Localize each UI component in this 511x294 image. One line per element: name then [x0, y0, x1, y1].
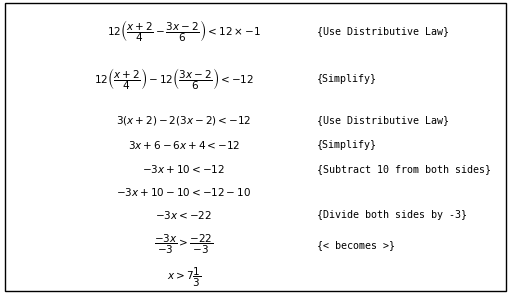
- Text: $-3x+10<-12$: $-3x+10<-12$: [143, 163, 225, 175]
- Text: $3(x+2)-2(3x-2)<-12$: $3(x+2)-2(3x-2)<-12$: [117, 114, 251, 127]
- Text: $3x+6-6x+4<-12$: $3x+6-6x+4<-12$: [128, 139, 240, 151]
- Text: $x>7\dfrac{1}{3}$: $x>7\dfrac{1}{3}$: [167, 265, 201, 289]
- Text: $12\left(\dfrac{x+2}{4}-\dfrac{3x-2}{6}\right)<12\times{-1}$: $12\left(\dfrac{x+2}{4}-\dfrac{3x-2}{6}\…: [107, 18, 261, 44]
- Text: $\dfrac{-3x}{-3}>\dfrac{-22}{-3}$: $\dfrac{-3x}{-3}>\dfrac{-22}{-3}$: [154, 233, 214, 256]
- Text: {Use Distributive Law}: {Use Distributive Law}: [317, 26, 449, 36]
- Text: {Simplify}: {Simplify}: [317, 74, 377, 84]
- Text: {Use Distributive Law}: {Use Distributive Law}: [317, 116, 449, 126]
- Text: {Simplify}: {Simplify}: [317, 140, 377, 150]
- Text: {Divide both sides by -3}: {Divide both sides by -3}: [317, 210, 467, 220]
- Text: {Subtract 10 from both sides}: {Subtract 10 from both sides}: [317, 164, 491, 174]
- Text: {< becomes >}: {< becomes >}: [317, 240, 395, 250]
- Text: $12\left(\dfrac{x+2}{4}\right)-12\left(\dfrac{3x-2}{6}\right)<-12$: $12\left(\dfrac{x+2}{4}\right)-12\left(\…: [94, 66, 254, 92]
- Text: $-3x+10-10<-12-10$: $-3x+10-10<-12-10$: [117, 186, 251, 198]
- Text: $-3x<-22$: $-3x<-22$: [155, 209, 213, 221]
